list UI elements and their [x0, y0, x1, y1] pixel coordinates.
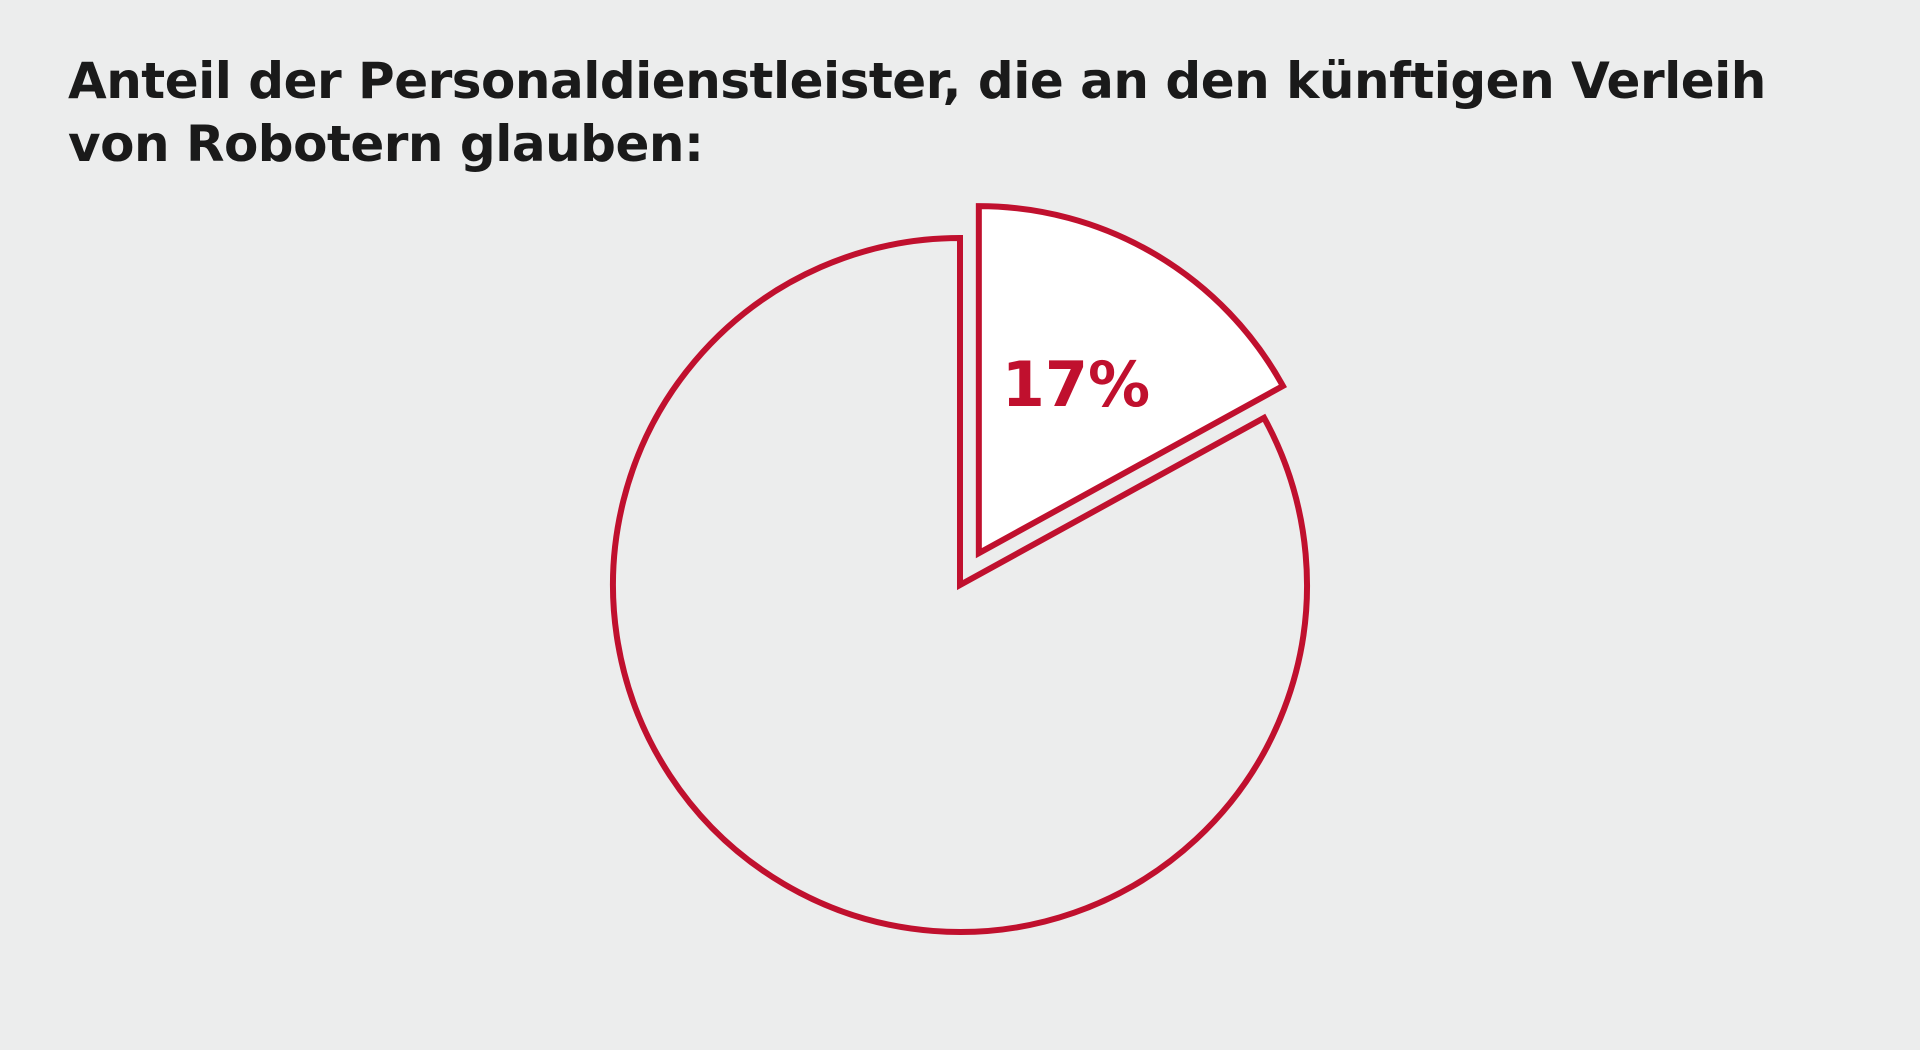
pie-slice-rest: [610, 234, 1310, 935]
chart-title: Anteil der Personaldienstleister, die an…: [68, 50, 1768, 176]
pie-slice-label: 17%: [1002, 348, 1150, 421]
chart-title-line-2: von Robotern glauben:: [68, 115, 704, 173]
chart-title-line-1: Anteil der Personaldienstleister, die an…: [68, 52, 1766, 110]
pie-slice-highlighted: [975, 203, 1287, 559]
